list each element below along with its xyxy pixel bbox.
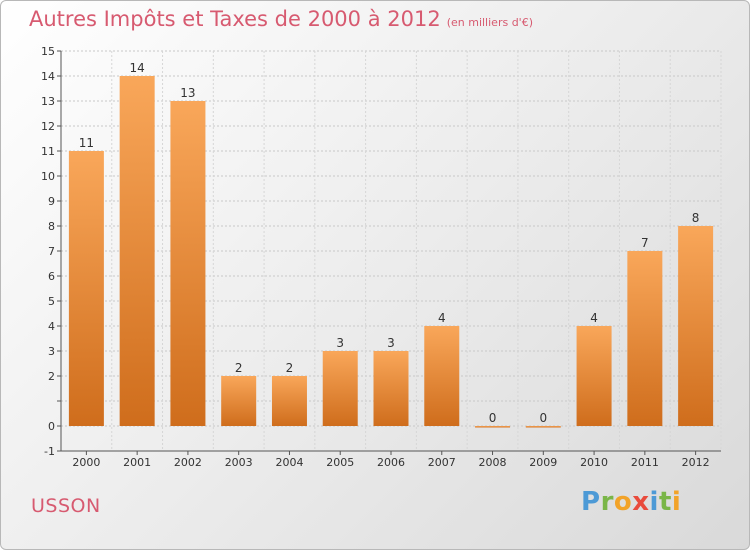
- y-tick-label: 12: [41, 120, 55, 133]
- x-tick-label: 2011: [631, 456, 659, 469]
- data-label-2006: 3: [387, 336, 395, 350]
- y-tick-label: 7: [48, 245, 55, 258]
- x-tick-label: 2007: [428, 456, 456, 469]
- data-label-2009: 0: [539, 411, 547, 425]
- y-tick-label: 4: [48, 320, 55, 333]
- bar-2000[interactable]: [68, 151, 104, 426]
- x-tick-label: 2009: [529, 456, 557, 469]
- x-tick-label: 2005: [326, 456, 354, 469]
- y-tick-label: 14: [41, 70, 55, 83]
- x-tick-label: 2010: [580, 456, 608, 469]
- data-label-2001: 14: [130, 61, 145, 75]
- y-tick-label: 15: [41, 45, 55, 58]
- x-tick-label: 2004: [275, 456, 303, 469]
- bar-2001[interactable]: [119, 76, 155, 426]
- data-label-2000: 11: [79, 136, 94, 150]
- x-tick-label: 2002: [174, 456, 202, 469]
- y-tick-label: 6: [48, 270, 55, 283]
- chart-title: Autres Impôts et Taxes de 2000 à 2012 (en…: [29, 7, 533, 31]
- data-label-2005: 3: [336, 336, 344, 350]
- y-tick-label: 11: [41, 145, 55, 158]
- bars: [68, 76, 714, 428]
- data-label-2004: 2: [286, 361, 294, 375]
- bar-2006[interactable]: [373, 351, 409, 426]
- y-tick-label: -1: [44, 445, 55, 458]
- data-label-2012: 8: [692, 211, 700, 225]
- bar-2003[interactable]: [221, 376, 257, 426]
- x-tick-label: 2003: [225, 456, 253, 469]
- data-label-2002: 13: [180, 86, 195, 100]
- y-tick-label: 2: [48, 370, 55, 383]
- bar-2009[interactable]: [525, 426, 561, 428]
- y-tick-label: 3: [48, 345, 55, 358]
- x-tick-label: 2000: [72, 456, 100, 469]
- y-tick-label: 13: [41, 95, 55, 108]
- x-tick-label: 2006: [377, 456, 405, 469]
- x-tick-label: 2008: [479, 456, 507, 469]
- bar-2005[interactable]: [322, 351, 358, 426]
- labels: -102345678910111213141511200014200113200…: [41, 45, 710, 469]
- proxiti-logo[interactable]: Proxiti: [581, 487, 682, 517]
- y-tick-label: 0: [48, 420, 55, 433]
- bar-2011[interactable]: [627, 251, 663, 426]
- data-label-2008: 0: [489, 411, 497, 425]
- chart-subtitle: (en milliers d'€): [446, 16, 533, 29]
- bar-2007[interactable]: [424, 326, 460, 426]
- y-tick-label: 10: [41, 170, 55, 183]
- y-tick-label: 9: [48, 195, 55, 208]
- x-tick-label: 2012: [682, 456, 710, 469]
- data-label-2010: 4: [590, 311, 598, 325]
- bar-2012[interactable]: [678, 226, 714, 426]
- y-tick-label: 5: [48, 295, 55, 308]
- commune-name: USSON: [31, 495, 101, 517]
- axes: [57, 50, 721, 455]
- data-label-2007: 4: [438, 311, 446, 325]
- data-label-2003: 2: [235, 361, 243, 375]
- x-tick-label: 2001: [123, 456, 151, 469]
- bar-2008[interactable]: [475, 426, 511, 428]
- bar-2002[interactable]: [170, 101, 206, 426]
- y-tick-label: 8: [48, 220, 55, 233]
- bar-2004[interactable]: [271, 376, 307, 426]
- bar-2010[interactable]: [576, 326, 612, 426]
- data-label-2011: 7: [641, 236, 649, 250]
